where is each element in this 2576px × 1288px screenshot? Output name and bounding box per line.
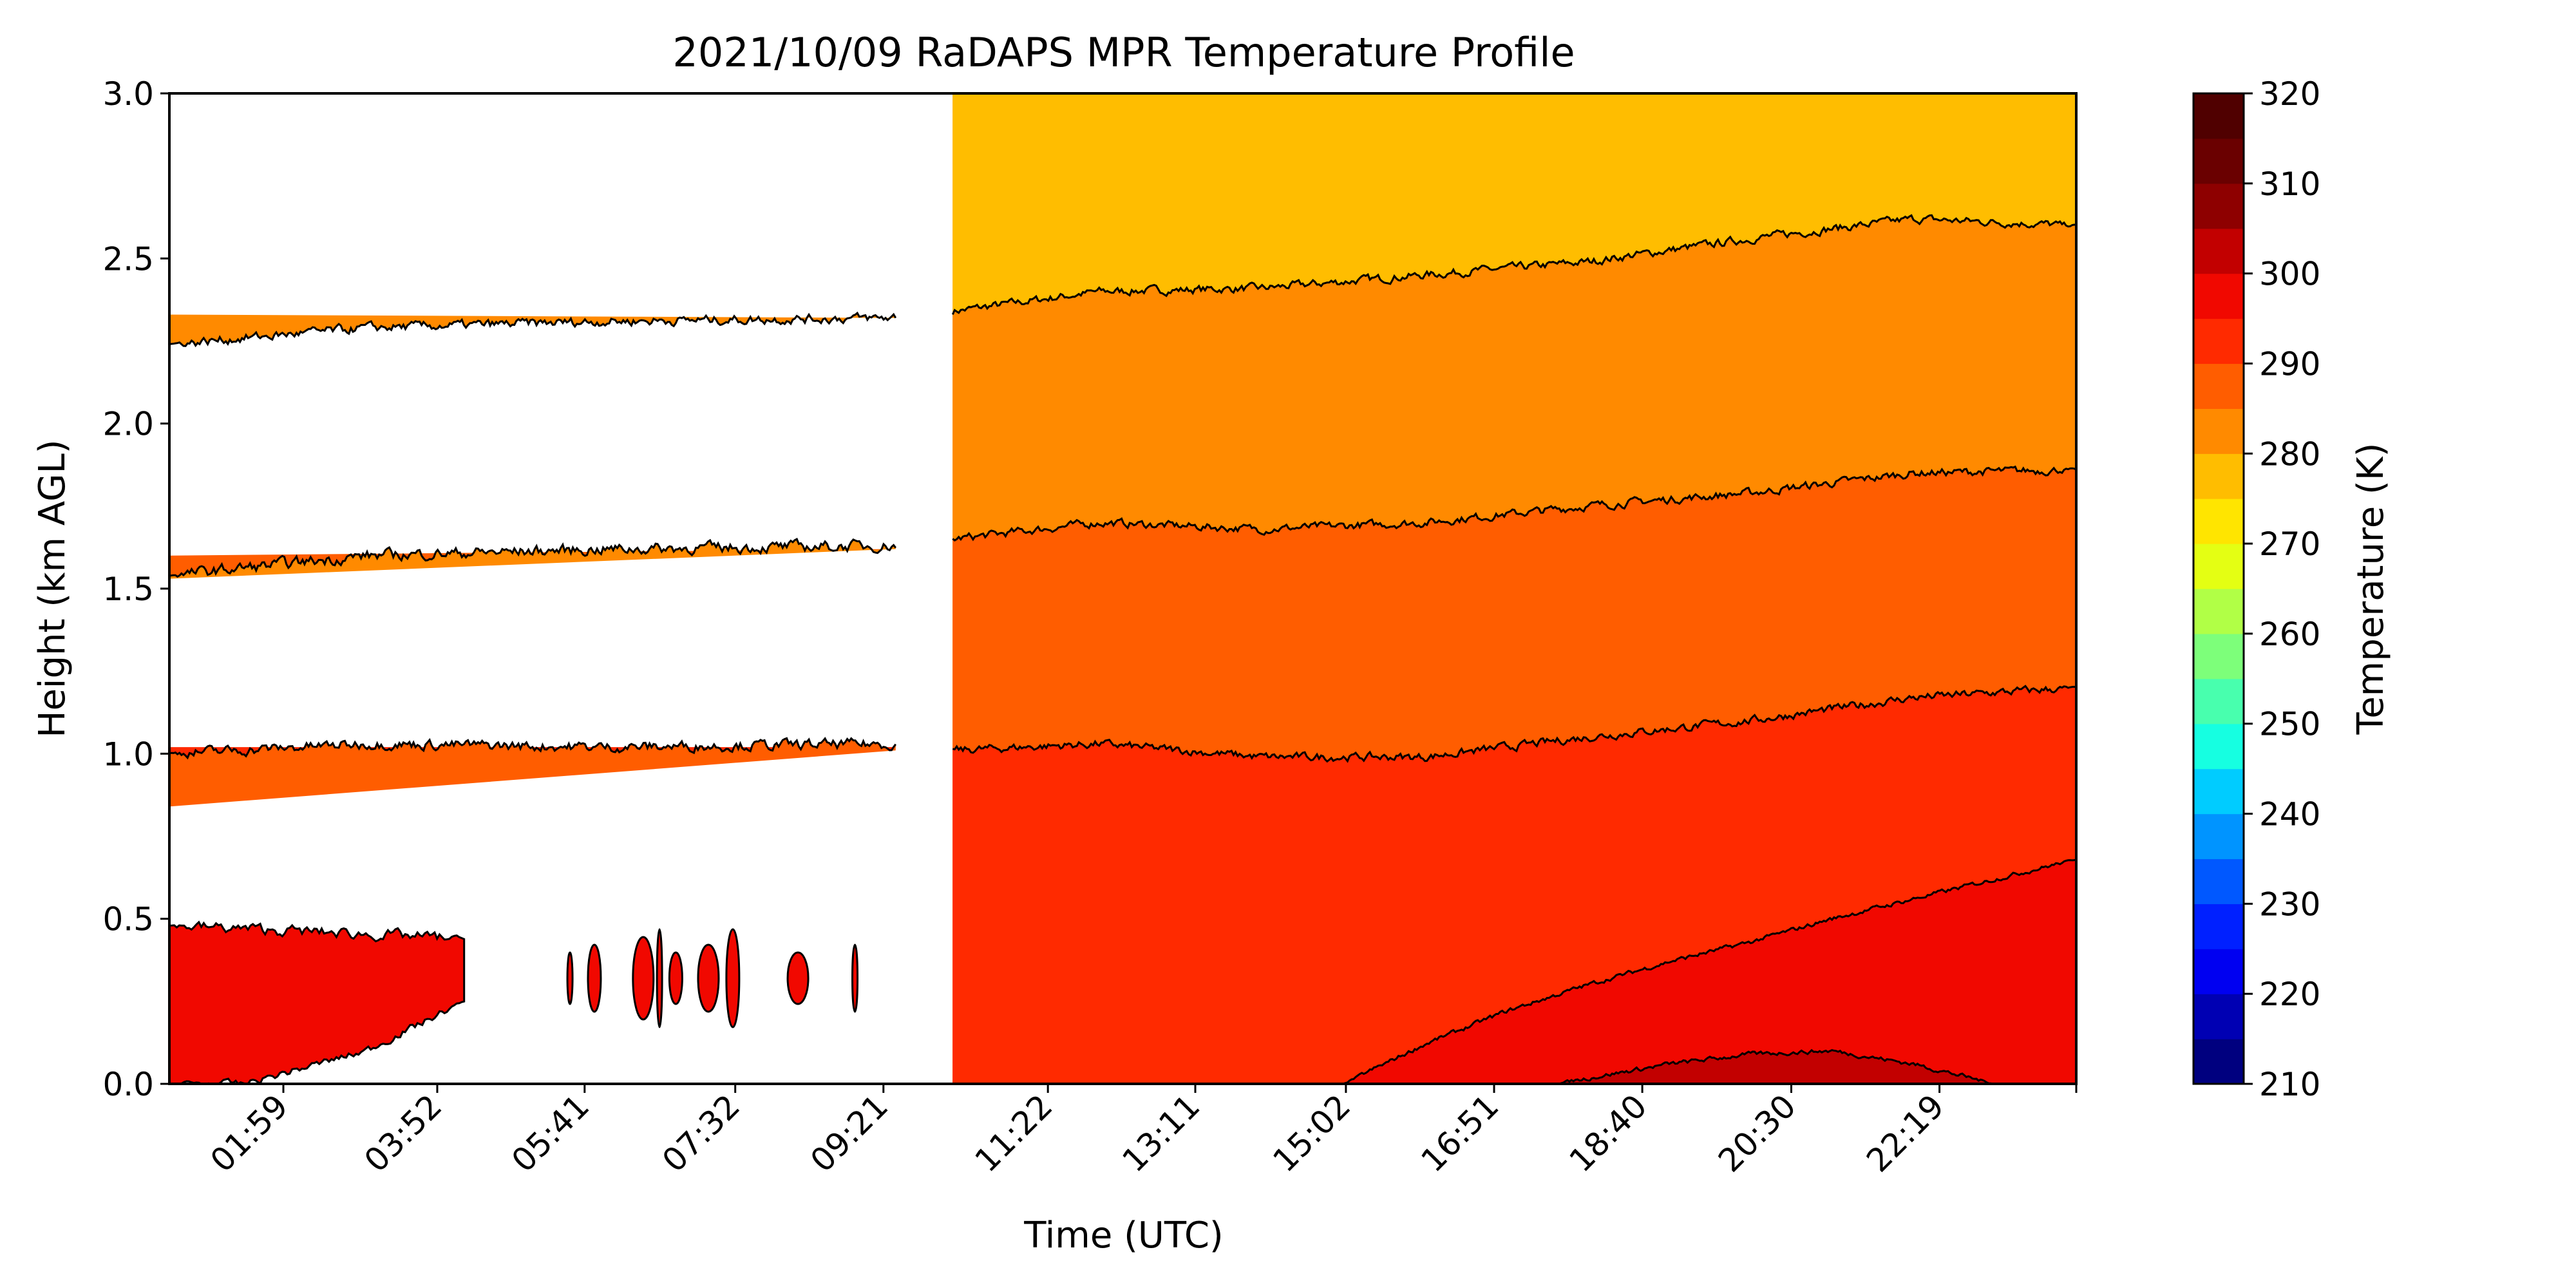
chart-title: 2021/10/09 RaDAPS MPR Temperature Profil… [672,29,1575,76]
colorbar-segment [2193,858,2244,904]
x-tick-label: 22:19 [1859,1087,1951,1179]
colorbar-tick-label: 250 [2259,706,2320,743]
isolated-warm-cell [587,943,602,1013]
y-tick-label: 1.0 [102,735,154,773]
colorbar-segment [2193,633,2244,679]
colorbar-label: Temperature (K) [2350,443,2392,735]
x-axis-label: Time (UTC) [1023,1215,1224,1256]
colorbar-segment [2193,544,2244,589]
colorbar-segment [2193,498,2244,544]
isolated-warm-cell [851,943,859,1013]
x-tick-label: 09:21 [803,1087,895,1179]
contour-line-295 [952,685,2076,763]
colorbar-segment [2193,183,2244,229]
plot-area [169,93,2076,1084]
x-tick-label: 18:40 [1562,1087,1654,1179]
early-contour-line-2 [169,737,896,760]
colorbar-segment [2193,138,2244,184]
isolated-warm-cell [668,951,683,1005]
colorbar-tick-label: 270 [2259,526,2320,563]
contour-line-290 [952,465,2076,542]
colorbar-tick-label: 300 [2259,256,2320,293]
early-band-290-lower [169,539,896,579]
colorbar-tick-label: 290 [2259,345,2320,383]
colorbar-segment [2193,228,2244,274]
colorbar: 210 220 230 240 250 260 270 280 290 300 310 320 [2192,75,2320,1103]
x-tick-label: 01:59 [204,1087,296,1179]
early-band-285 [169,313,896,346]
isolated-warm-cell [725,928,741,1028]
contour-band-300-305 [1555,1050,1995,1084]
isolated-warm-cell [697,943,720,1013]
colorbar-segment [2193,949,2244,994]
y-tick-label: 1.5 [102,571,154,608]
contour-fills [169,93,2076,1084]
colorbar-segment [2193,589,2244,634]
colorbar-tick-label: 230 [2259,886,2320,923]
y-axis-ticks: 0.0 0.5 1.0 1.5 2.0 2.5 3.0 [102,75,169,1103]
colorbar-segment [2193,453,2244,499]
colorbar-tick-label: 260 [2259,616,2320,653]
surface-warm-cell [169,920,466,1084]
contour-line-285 [951,214,2076,316]
contour-band-295-300 [1343,859,2076,1084]
colorbar-segment [2193,768,2244,815]
contour-line-305 [1555,1048,1995,1084]
x-tick-label: 11:22 [968,1087,1060,1179]
colorbar-tick-label: 210 [2259,1066,2320,1103]
colorbar-segment [2193,994,2244,1039]
x-tick-label: 20:30 [1711,1087,1803,1179]
y-tick-label: 2.0 [102,406,154,443]
isolated-warm-cell [786,951,810,1005]
isolated-warm-cell [632,936,655,1021]
y-tick-label: 3.0 [102,75,154,113]
colorbar-tick-label: 320 [2259,75,2320,113]
y-axis-label: Height (km AGL) [32,439,73,737]
colorbar-segment [2193,904,2244,949]
y-tick-label: 0.5 [102,901,154,938]
y-tick-label: 2.5 [102,240,154,278]
contour-line-300 [1343,858,2076,1084]
isolated-warm-cell [566,951,574,1005]
isolated-warm-cell [656,928,663,1028]
x-tick-label: 15:02 [1266,1087,1358,1179]
colorbar-tick-label: 280 [2259,435,2320,473]
contour-band-top [952,93,2076,315]
x-tick-label: 07:32 [655,1087,747,1179]
x-tick-label: 13:11 [1115,1087,1208,1179]
x-tick-label: 16:51 [1414,1087,1506,1179]
colorbar-segment [2193,363,2244,409]
x-axis-ticks: 01:59 03:52 05:41 07:32 09:21 11:22 13:11 15:02… [204,1084,2078,1179]
colorbar-segment [2193,1039,2244,1084]
colorbar-segment [2193,678,2244,724]
colorbar-tick-label: 240 [2259,796,2320,833]
contour-lines [169,214,2076,1084]
x-tick-label: 03:52 [357,1087,450,1179]
colorbar-segment [2193,318,2244,365]
colorbar-frame [2192,92,2245,1085]
colorbar-segment [2193,813,2244,860]
colorbar-segment [2193,93,2244,139]
x-tick-label: 05:41 [504,1087,596,1179]
colorbar-segment [2193,723,2244,770]
y-tick-label: 0.0 [102,1066,154,1103]
colorbar-tick-label: 310 [2259,166,2320,203]
early-band-295-lower [169,738,896,807]
colorbar-tick-label: 220 [2259,976,2320,1013]
early-contour-line-1 [169,538,896,578]
colorbar-segment [2193,408,2244,454]
early-contour-line-0 [169,311,897,348]
colorbar-segment [2193,273,2244,319]
